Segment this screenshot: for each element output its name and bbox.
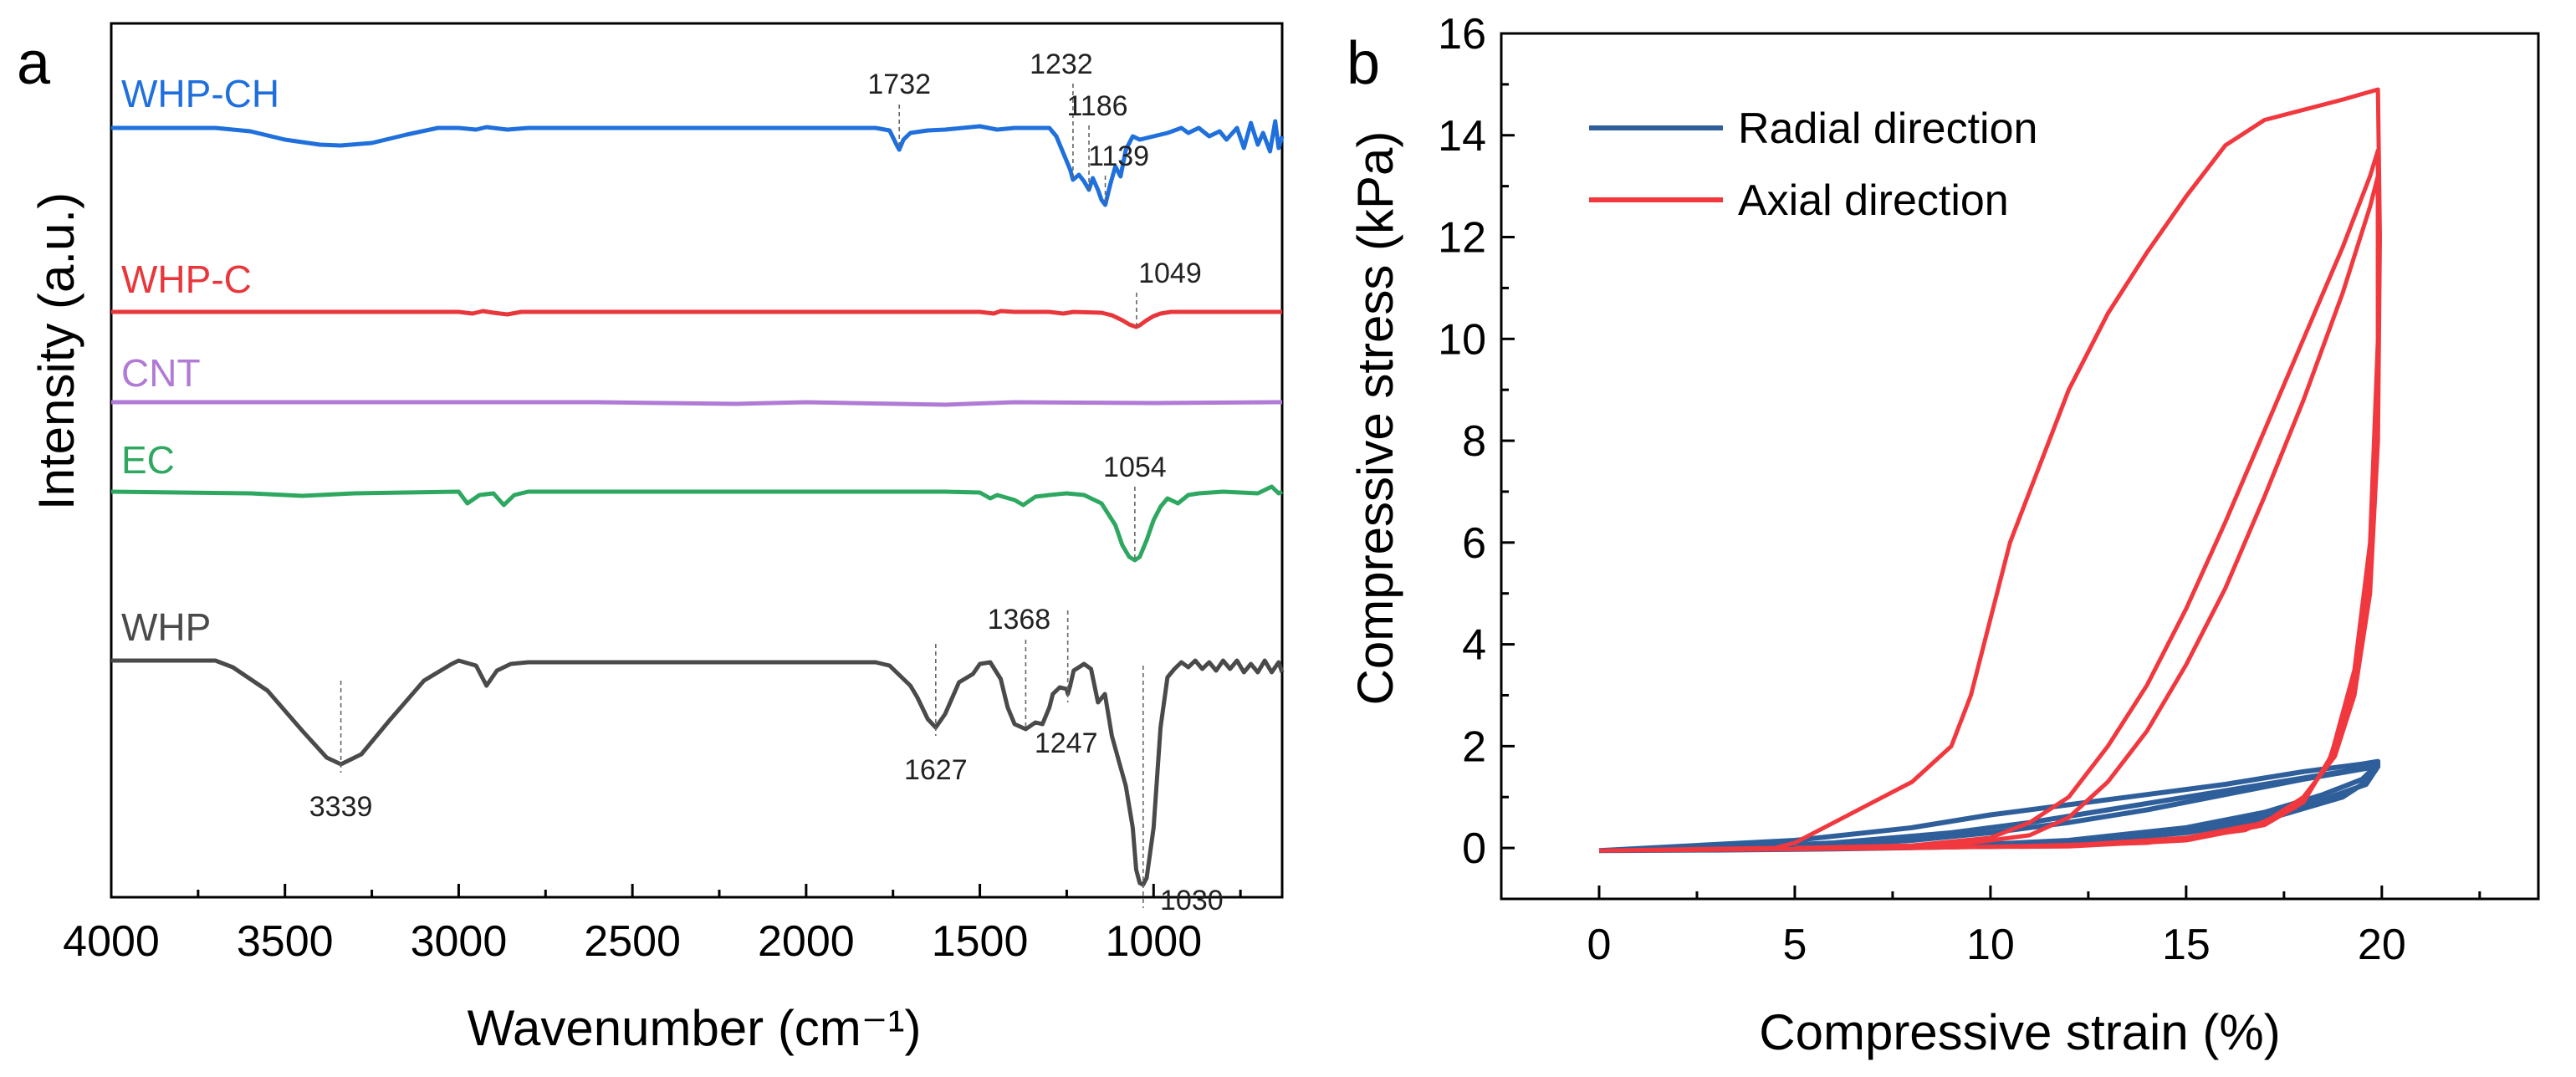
b-y-tick-label: 6 (1462, 519, 1486, 568)
b-y-tick-label: 10 (1438, 315, 1486, 364)
panel-a-peaks: 1732 1232 1186 1139 1049 1054 3339 1627 1368 1247… (309, 48, 1224, 916)
panel-a-series: WHP-CH WHP-C CNT EC WHP (110, 72, 1285, 887)
panel-a-ylabel: Intensity (a.u.) (28, 192, 84, 510)
peak-label: 1186 (1066, 90, 1127, 122)
panel-b-ticks: 0 5 10 15 20 0 2 4 6 8 10 12 14 16 (1438, 10, 2481, 969)
peak-label: 1627 (904, 754, 968, 786)
peak-label: 1054 (1103, 452, 1167, 483)
panel-b-label: b (1347, 30, 1380, 97)
peak-label: 3339 (309, 791, 373, 823)
series-label-ec: EC (121, 438, 175, 482)
series-line-whp-c (111, 309, 1282, 329)
series-line-cnt (111, 400, 1283, 407)
cycle-loop-axial (1794, 148, 2380, 850)
series-line-ec (110, 484, 1284, 563)
b-y-tick-label: 12 (1438, 214, 1486, 263)
b-y-tick-label: 0 (1462, 824, 1486, 873)
panel-b-frame (1500, 32, 2540, 901)
b-y-tick-label: 14 (1438, 112, 1486, 161)
series-label-cnt: CNT (121, 351, 201, 395)
peak-label: 1049 (1138, 258, 1202, 289)
a-x-tick-label: 2500 (584, 917, 681, 966)
a-x-tick-label: 1500 (932, 917, 1029, 966)
a-x-tick-label: 1000 (1105, 917, 1202, 966)
panel-a-label: a (17, 30, 51, 97)
panel-b-xlabel: Compressive strain (%) (1759, 1004, 2280, 1060)
b-y-tick-label: 4 (1462, 621, 1486, 670)
panel-b-chart: b 0 5 10 15 20 0 2 4 6 8 10 12 14 16 Radial direction… (1347, 10, 2540, 1060)
panel-a-chart: a 4000 3500 3000 2500 2000 1500 1000 WHP-CHWHP… (17, 22, 1285, 1056)
panel-b-legend: Radial direction Axial direction (1589, 105, 2037, 225)
peak-label: 1030 (1160, 885, 1224, 916)
panel-b-series (1598, 87, 2382, 854)
peak-label: 1139 (1088, 140, 1149, 172)
a-x-tick-label: 4000 (63, 917, 160, 966)
b-y-tick-label: 2 (1462, 722, 1486, 771)
legend-entry: Axial direction (1738, 176, 2009, 225)
peak-label: 1368 (988, 604, 1051, 635)
panel-b-ylabel: Compressive stress (kPa) (1347, 131, 1403, 706)
cycle-loop-radial (1794, 763, 2381, 850)
series-label-whp: WHP (121, 605, 211, 649)
peak-label: 1247 (1035, 727, 1098, 759)
panel-a-x-ticks: 4000 3500 3000 2500 2000 1500 1000 (63, 884, 1242, 966)
b-x-tick-label: 15 (2162, 921, 2211, 969)
peak-label: 1732 (867, 69, 931, 100)
series-label-whp-c: WHP-C (121, 258, 252, 301)
b-y-tick-label: 16 (1438, 10, 1486, 59)
series-line-whp-ch (111, 119, 1285, 207)
b-x-tick-label: 5 (1782, 921, 1807, 969)
a-x-tick-label: 2000 (758, 917, 855, 966)
peak-label: 1232 (1030, 48, 1093, 80)
series-line-whp (111, 658, 1285, 887)
panel-a-frame (110, 22, 1284, 899)
b-y-tick-label: 8 (1462, 417, 1486, 466)
b-x-tick-label: 20 (2358, 921, 2406, 969)
panel-a-xlabel: Wavenumber (cm⁻¹) (468, 1000, 922, 1056)
a-x-tick-label: 3000 (411, 917, 508, 966)
cycle-loop-axial (1833, 174, 2380, 850)
b-x-tick-label: 0 (1587, 921, 1612, 969)
a-x-tick-label: 3500 (237, 917, 334, 966)
b-x-tick-label: 10 (1966, 921, 2015, 969)
legend-entry: Radial direction (1738, 105, 2037, 153)
series-label-whp-ch: WHP-CH (121, 72, 279, 115)
